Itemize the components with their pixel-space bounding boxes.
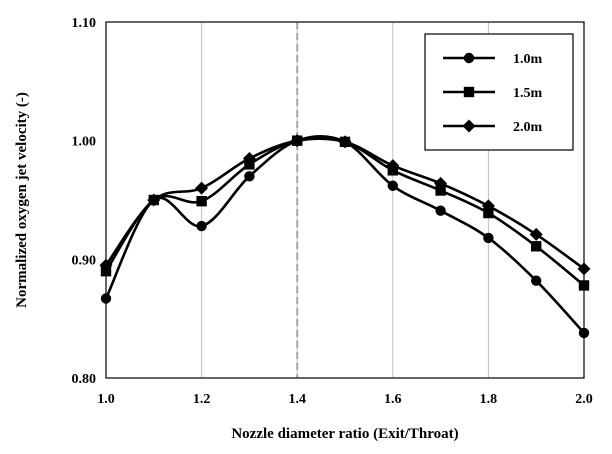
y-tick-labels: 0.80 0.90 1.00 1.10 xyxy=(72,16,97,387)
data-point xyxy=(290,134,304,148)
data-point xyxy=(434,176,448,190)
y-tick-label: 1.10 xyxy=(72,16,97,31)
x-tick-label: 1.8 xyxy=(480,392,498,407)
legend-marker xyxy=(462,119,476,133)
data-point xyxy=(481,199,495,213)
data-point xyxy=(578,327,590,339)
legend-item: 1.0m xyxy=(443,52,543,67)
x-tick-label: 1.4 xyxy=(288,392,306,407)
series-layer xyxy=(99,134,591,339)
legend-item: 2.0m xyxy=(443,119,543,135)
data-point xyxy=(435,185,446,196)
x-tick-label: 1.0 xyxy=(97,392,115,407)
x-tick-label: 1.6 xyxy=(384,392,402,407)
y-axis-title: Normalized oxygen jet velocity (-) xyxy=(14,92,30,308)
x-axis-title: Nozzle diameter ratio (Exit/Throat) xyxy=(231,426,458,442)
y-tick-label: 1.00 xyxy=(72,135,97,150)
plot-area-frame xyxy=(105,21,585,379)
x-tick-labels: 1.0 1.2 1.4 1.6 1.8 2.0 xyxy=(97,392,593,407)
legend-items: 1.0m 1.5m 2.0m xyxy=(443,52,543,135)
data-point xyxy=(338,135,352,149)
series-1.0m xyxy=(100,134,590,339)
legend-marker xyxy=(463,86,475,98)
legend-label: 1.5m xyxy=(513,86,543,101)
data-point xyxy=(195,181,209,195)
legend-marker xyxy=(463,52,475,64)
series-1.5m xyxy=(100,135,590,291)
data-point xyxy=(100,293,112,304)
data-point xyxy=(578,280,590,291)
x-tick-label: 1.2 xyxy=(193,392,211,407)
y-tick-label: 0.80 xyxy=(72,372,97,387)
data-point xyxy=(529,227,543,241)
data-point xyxy=(577,262,591,276)
data-point xyxy=(99,258,113,272)
data-point xyxy=(196,195,207,207)
data-point xyxy=(531,275,542,286)
series-2.0m xyxy=(99,134,591,276)
x-tick-label: 2.0 xyxy=(575,392,593,407)
legend: 1.0m 1.5m 2.0m xyxy=(424,33,574,151)
data-point xyxy=(386,159,400,173)
data-point xyxy=(483,232,494,244)
data-point xyxy=(196,220,207,232)
data-point xyxy=(531,241,542,252)
data-point xyxy=(244,171,255,182)
series-line xyxy=(104,137,585,270)
legend-label: 1.0m xyxy=(513,52,543,67)
data-point xyxy=(242,151,256,165)
legend-item: 1.5m xyxy=(443,86,543,101)
data-point xyxy=(483,207,494,219)
data-point xyxy=(147,193,161,207)
y-tick-label: 0.90 xyxy=(72,253,97,268)
data-point xyxy=(435,205,446,216)
series-line xyxy=(104,134,585,334)
legend-label: 2.0m xyxy=(513,120,543,135)
data-point xyxy=(387,180,398,191)
